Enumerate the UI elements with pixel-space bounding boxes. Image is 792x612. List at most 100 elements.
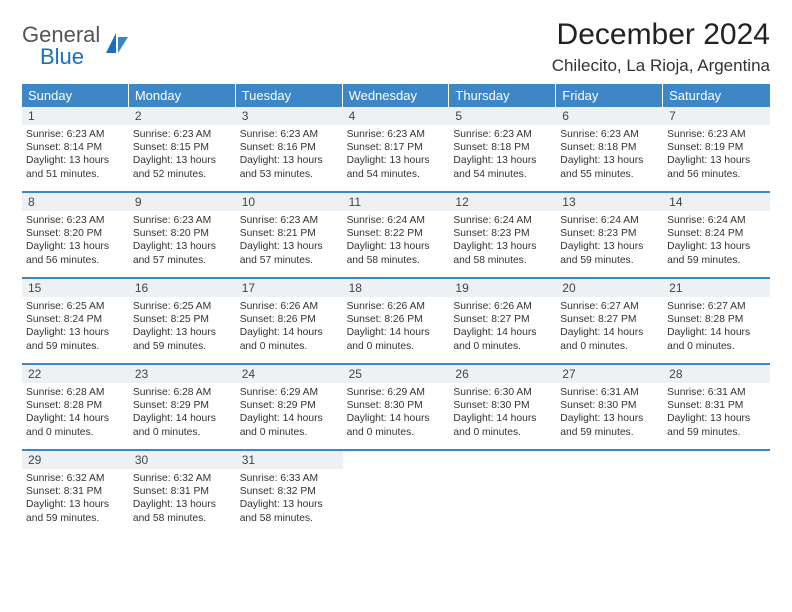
day-line: Daylight: 14 hours [347, 326, 446, 339]
day-number: 3 [236, 107, 343, 125]
day-line: Sunset: 8:23 PM [560, 227, 659, 240]
day-number: 23 [129, 365, 236, 383]
day-line: Sunrise: 6:24 AM [347, 214, 446, 227]
day-body: Sunrise: 6:26 AMSunset: 8:27 PMDaylight:… [449, 297, 556, 357]
day-number: 29 [22, 451, 129, 469]
day-line: Sunrise: 6:24 AM [560, 214, 659, 227]
day-cell: 15Sunrise: 6:25 AMSunset: 8:24 PMDayligh… [22, 279, 129, 363]
day-line: Sunset: 8:29 PM [133, 399, 232, 412]
day-cell: 30Sunrise: 6:32 AMSunset: 8:31 PMDayligh… [129, 451, 236, 535]
day-number: 10 [236, 193, 343, 211]
day-cell: 21Sunrise: 6:27 AMSunset: 8:28 PMDayligh… [663, 279, 770, 363]
weekday-header: Wednesday [343, 84, 450, 107]
day-line: Daylight: 13 hours [26, 154, 125, 167]
day-number: 21 [663, 279, 770, 297]
day-line: Daylight: 13 hours [26, 326, 125, 339]
day-line: and 56 minutes. [26, 254, 125, 267]
day-line: Sunset: 8:32 PM [240, 485, 339, 498]
day-line: Sunset: 8:31 PM [667, 399, 766, 412]
day-line: Daylight: 13 hours [560, 412, 659, 425]
day-line: Sunset: 8:23 PM [453, 227, 552, 240]
day-cell: 3Sunrise: 6:23 AMSunset: 8:16 PMDaylight… [236, 107, 343, 191]
day-cell: 7Sunrise: 6:23 AMSunset: 8:19 PMDaylight… [663, 107, 770, 191]
day-cell: 5Sunrise: 6:23 AMSunset: 8:18 PMDaylight… [449, 107, 556, 191]
day-line: Daylight: 13 hours [453, 154, 552, 167]
day-line: Sunset: 8:28 PM [26, 399, 125, 412]
sail-icon [102, 31, 130, 62]
day-number: 27 [556, 365, 663, 383]
day-line: Sunrise: 6:30 AM [453, 386, 552, 399]
day-cell [343, 451, 450, 535]
day-body: Sunrise: 6:32 AMSunset: 8:31 PMDaylight:… [22, 469, 129, 529]
day-body: Sunrise: 6:25 AMSunset: 8:24 PMDaylight:… [22, 297, 129, 357]
day-line: Sunset: 8:24 PM [667, 227, 766, 240]
day-line: Sunrise: 6:23 AM [560, 128, 659, 141]
day-line: and 59 minutes. [560, 254, 659, 267]
weekday-header: Monday [129, 84, 236, 107]
weekday-header: Saturday [663, 84, 770, 107]
day-line: Sunrise: 6:26 AM [347, 300, 446, 313]
day-number: 17 [236, 279, 343, 297]
day-cell [556, 451, 663, 535]
day-cell: 23Sunrise: 6:28 AMSunset: 8:29 PMDayligh… [129, 365, 236, 449]
day-line: and 55 minutes. [560, 168, 659, 181]
day-body: Sunrise: 6:23 AMSunset: 8:16 PMDaylight:… [236, 125, 343, 185]
day-line: Daylight: 13 hours [453, 240, 552, 253]
day-line: Sunrise: 6:27 AM [667, 300, 766, 313]
day-line: Sunrise: 6:33 AM [240, 472, 339, 485]
day-line: Daylight: 13 hours [560, 154, 659, 167]
day-line: Sunrise: 6:26 AM [240, 300, 339, 313]
week-row: 22Sunrise: 6:28 AMSunset: 8:28 PMDayligh… [22, 365, 770, 451]
day-line: Sunset: 8:30 PM [347, 399, 446, 412]
day-line: Daylight: 14 hours [133, 412, 232, 425]
day-body: Sunrise: 6:31 AMSunset: 8:31 PMDaylight:… [663, 383, 770, 443]
day-line: Daylight: 13 hours [667, 154, 766, 167]
day-cell: 2Sunrise: 6:23 AMSunset: 8:15 PMDaylight… [129, 107, 236, 191]
day-cell: 11Sunrise: 6:24 AMSunset: 8:22 PMDayligh… [343, 193, 450, 277]
day-line: Sunset: 8:20 PM [26, 227, 125, 240]
day-number: 28 [663, 365, 770, 383]
day-line: Daylight: 13 hours [667, 240, 766, 253]
day-line: Daylight: 14 hours [347, 412, 446, 425]
day-cell: 31Sunrise: 6:33 AMSunset: 8:32 PMDayligh… [236, 451, 343, 535]
day-line: and 53 minutes. [240, 168, 339, 181]
day-line: Sunset: 8:26 PM [347, 313, 446, 326]
day-line: and 59 minutes. [667, 426, 766, 439]
day-line: Sunrise: 6:23 AM [667, 128, 766, 141]
day-line: Sunset: 8:14 PM [26, 141, 125, 154]
day-cell: 20Sunrise: 6:27 AMSunset: 8:27 PMDayligh… [556, 279, 663, 363]
day-line: Sunset: 8:15 PM [133, 141, 232, 154]
day-line: Sunrise: 6:26 AM [453, 300, 552, 313]
day-cell [663, 451, 770, 535]
day-body: Sunrise: 6:23 AMSunset: 8:19 PMDaylight:… [663, 125, 770, 185]
day-line: and 0 minutes. [453, 340, 552, 353]
day-number: 19 [449, 279, 556, 297]
day-line: and 59 minutes. [133, 340, 232, 353]
day-line: Sunrise: 6:23 AM [240, 214, 339, 227]
day-number: 2 [129, 107, 236, 125]
day-number: 11 [343, 193, 450, 211]
weekday-header: Friday [556, 84, 663, 107]
title-block: December 2024 Chilecito, La Rioja, Argen… [552, 18, 770, 76]
day-number: 13 [556, 193, 663, 211]
day-number: 22 [22, 365, 129, 383]
day-line: and 58 minutes. [347, 254, 446, 267]
weekday-header: Thursday [449, 84, 556, 107]
day-number: 20 [556, 279, 663, 297]
day-cell: 13Sunrise: 6:24 AMSunset: 8:23 PMDayligh… [556, 193, 663, 277]
day-number: 31 [236, 451, 343, 469]
day-line: Sunrise: 6:24 AM [667, 214, 766, 227]
day-number: 16 [129, 279, 236, 297]
day-line: Daylight: 13 hours [133, 240, 232, 253]
day-line: and 54 minutes. [347, 168, 446, 181]
day-line: and 59 minutes. [667, 254, 766, 267]
day-number: 7 [663, 107, 770, 125]
weeks-container: 1Sunrise: 6:23 AMSunset: 8:14 PMDaylight… [22, 107, 770, 535]
day-cell [449, 451, 556, 535]
day-line: Sunrise: 6:23 AM [26, 128, 125, 141]
day-line: Sunset: 8:31 PM [26, 485, 125, 498]
day-line: Sunrise: 6:24 AM [453, 214, 552, 227]
day-line: Sunrise: 6:23 AM [453, 128, 552, 141]
day-line: Sunrise: 6:23 AM [347, 128, 446, 141]
day-line: Sunrise: 6:29 AM [347, 386, 446, 399]
